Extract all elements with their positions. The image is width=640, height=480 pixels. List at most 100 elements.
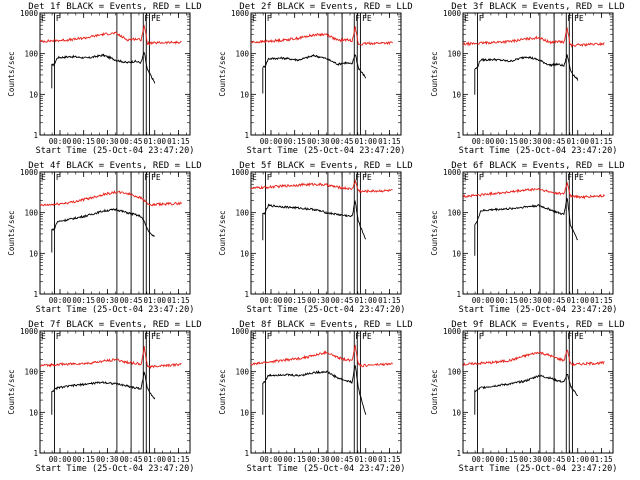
flag-label: E <box>464 173 469 182</box>
flag-label: FE <box>362 332 372 341</box>
flag-label: F <box>479 332 484 341</box>
y-tick-label: 10 <box>452 408 462 417</box>
x-axis-label: Start Time (25-Oct-04 23:47:20) <box>247 305 406 315</box>
x-tick-label: 00:30 <box>307 137 330 146</box>
flag-label: FE <box>151 173 161 182</box>
y-tick-label: 10 <box>452 90 462 99</box>
x-tick-label: 00:45 <box>331 455 354 464</box>
flag-label: E <box>41 14 46 23</box>
x-tick-label: 00:15 <box>283 296 306 305</box>
series-events-line <box>262 53 367 94</box>
x-tick-label: 00:00 <box>260 296 283 305</box>
x-tick-label: 00:45 <box>120 455 143 464</box>
x-tick-label: 00:15 <box>495 455 518 464</box>
y-tick-label: 100 <box>447 368 461 377</box>
y-tick-label: 10 <box>452 249 462 258</box>
panel-3: Det 3f BLACK = Events, RED = LLD 1 10 100 10… <box>430 2 625 156</box>
x-axis-label: Start Time (25-Oct-04 23:47:20) <box>36 464 195 474</box>
series-events-line <box>51 371 156 415</box>
x-tick-label: 01:15 <box>167 137 190 146</box>
plot-frame <box>462 171 614 295</box>
y-axis-label: Counts/sec <box>7 210 16 255</box>
flag-label: F <box>267 332 272 341</box>
series-lld-line <box>462 181 605 200</box>
plot-title: Det 1f BLACK = Events, RED = LLD <box>28 2 201 12</box>
panel-5: Det 5f BLACK = Events, RED = LLD 1 10 100 10… <box>218 161 413 315</box>
x-tick-label: 00:45 <box>543 137 566 146</box>
x-tick-label: 00:00 <box>260 455 283 464</box>
x-tick-label: 01:15 <box>590 137 613 146</box>
flag-label: F <box>567 332 572 341</box>
y-tick-label: 1 <box>456 449 461 458</box>
x-tick-label: 00:15 <box>495 296 518 305</box>
flag-label: FE <box>574 14 584 23</box>
plot-title: Det 4f BLACK = Events, RED = LLD <box>28 161 201 171</box>
y-tick-label: 1 <box>244 131 249 140</box>
x-tick-label: 00:45 <box>543 455 566 464</box>
flag-label: F <box>56 332 61 341</box>
y-tick-label: 1000 <box>20 9 39 18</box>
x-axis-label: Start Time (25-Oct-04 23:47:20) <box>36 146 195 156</box>
x-tick-label: 01:15 <box>378 455 401 464</box>
x-tick-label: 00:30 <box>96 455 119 464</box>
x-axis-label: Start Time (25-Oct-04 23:47:20) <box>459 305 618 315</box>
x-tick-label: 00:30 <box>519 455 542 464</box>
x-tick-label: 01:15 <box>378 296 401 305</box>
x-tick-label: 00:00 <box>49 296 72 305</box>
x-tick-label: 00:45 <box>331 137 354 146</box>
plot-title: Det 8f BLACK = Events, RED = LLD <box>239 320 412 330</box>
x-tick-label: 01:00 <box>143 137 166 146</box>
series-lld-line <box>250 26 393 46</box>
x-tick-label: 00:45 <box>543 296 566 305</box>
x-axis-label: Start Time (25-Oct-04 23:47:20) <box>247 146 406 156</box>
flag-label: FE <box>574 332 584 341</box>
x-tick-label: 01:00 <box>143 296 166 305</box>
x-tick-label: 00:15 <box>283 455 306 464</box>
y-tick-label: 1 <box>456 131 461 140</box>
plot-title: Det 6f BLACK = Events, RED = LLD <box>451 161 624 171</box>
y-tick-label: 100 <box>235 50 249 59</box>
y-tick-label: 10 <box>29 249 39 258</box>
flag-label: E <box>464 332 469 341</box>
series-events-line <box>474 54 579 95</box>
series-events-line <box>262 199 367 241</box>
y-axis-label: Counts/sec <box>218 51 227 96</box>
y-tick-label: 1 <box>456 290 461 299</box>
flag-label: F <box>567 14 572 23</box>
y-tick-label: 10 <box>29 408 39 417</box>
x-tick-label: 00:00 <box>472 296 495 305</box>
x-tick-label: 00:30 <box>307 455 330 464</box>
x-tick-label: 01:15 <box>167 296 190 305</box>
plot-title: Det 9f BLACK = Events, RED = LLD <box>451 320 624 330</box>
x-axis-label: Start Time (25-Oct-04 23:47:20) <box>459 146 618 156</box>
flag-label: F <box>56 173 61 182</box>
plot-title: Det 7f BLACK = Events, RED = LLD <box>28 320 201 330</box>
panel-4: Det 4f BLACK = Events, RED = LLD 1 10 100 10… <box>7 161 202 315</box>
y-tick-label: 1 <box>244 449 249 458</box>
x-tick-label: 01:00 <box>566 455 589 464</box>
y-tick-label: 100 <box>24 209 38 218</box>
x-tick-label: 00:00 <box>472 455 495 464</box>
flag-label: FE <box>151 14 161 23</box>
flag-label: F <box>567 173 572 182</box>
x-tick-label: 01:00 <box>354 137 377 146</box>
flag-label: F <box>479 14 484 23</box>
panel-2: Det 2f BLACK = Events, RED = LLD 1 10 100 10… <box>218 2 413 156</box>
flag-label: E <box>464 14 469 23</box>
flag-label: F <box>479 173 484 182</box>
flag-label: F <box>267 14 272 23</box>
panel-8: Det 8f BLACK = Events, RED = LLD 1 10 100 10… <box>218 320 413 474</box>
y-tick-label: 100 <box>447 209 461 218</box>
x-tick-label: 00:45 <box>120 296 143 305</box>
y-tick-label: 1000 <box>443 327 462 336</box>
flag-label: E <box>252 14 257 23</box>
y-tick-label: 100 <box>447 50 461 59</box>
flag-label: F <box>355 332 360 341</box>
y-axis-label: Counts/sec <box>7 369 16 414</box>
x-tick-label: 00:30 <box>519 296 542 305</box>
plot-frame <box>39 12 191 136</box>
plot-frame <box>250 171 402 295</box>
y-axis-label: Counts/sec <box>7 51 16 96</box>
y-tick-label: 1000 <box>20 168 39 177</box>
